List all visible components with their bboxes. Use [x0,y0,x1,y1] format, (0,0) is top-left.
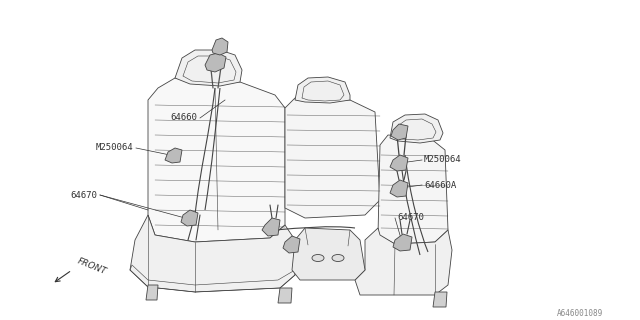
Polygon shape [175,50,242,86]
Polygon shape [378,135,448,244]
Polygon shape [390,114,443,143]
Polygon shape [146,285,158,300]
Ellipse shape [332,254,344,261]
Polygon shape [285,98,380,218]
Text: 64670: 64670 [397,213,424,222]
Polygon shape [205,53,226,72]
Text: FRONT: FRONT [76,256,108,276]
Polygon shape [278,288,292,303]
Text: M250064: M250064 [95,143,133,153]
Polygon shape [212,38,228,55]
Polygon shape [390,155,408,171]
Text: 64660: 64660 [170,114,197,123]
Polygon shape [292,228,365,280]
Text: M250064: M250064 [424,156,461,164]
Ellipse shape [312,254,324,261]
Polygon shape [262,218,280,236]
Polygon shape [283,236,300,253]
Polygon shape [391,124,408,140]
Text: 64660A: 64660A [424,180,456,189]
Polygon shape [393,234,412,251]
Polygon shape [165,148,182,163]
Text: 64670: 64670 [70,190,97,199]
Polygon shape [295,77,350,103]
Polygon shape [433,292,447,307]
Polygon shape [390,180,408,197]
Polygon shape [181,210,198,226]
Polygon shape [130,215,295,292]
Text: A646001089: A646001089 [557,308,603,317]
Polygon shape [355,228,452,295]
Polygon shape [148,78,285,242]
